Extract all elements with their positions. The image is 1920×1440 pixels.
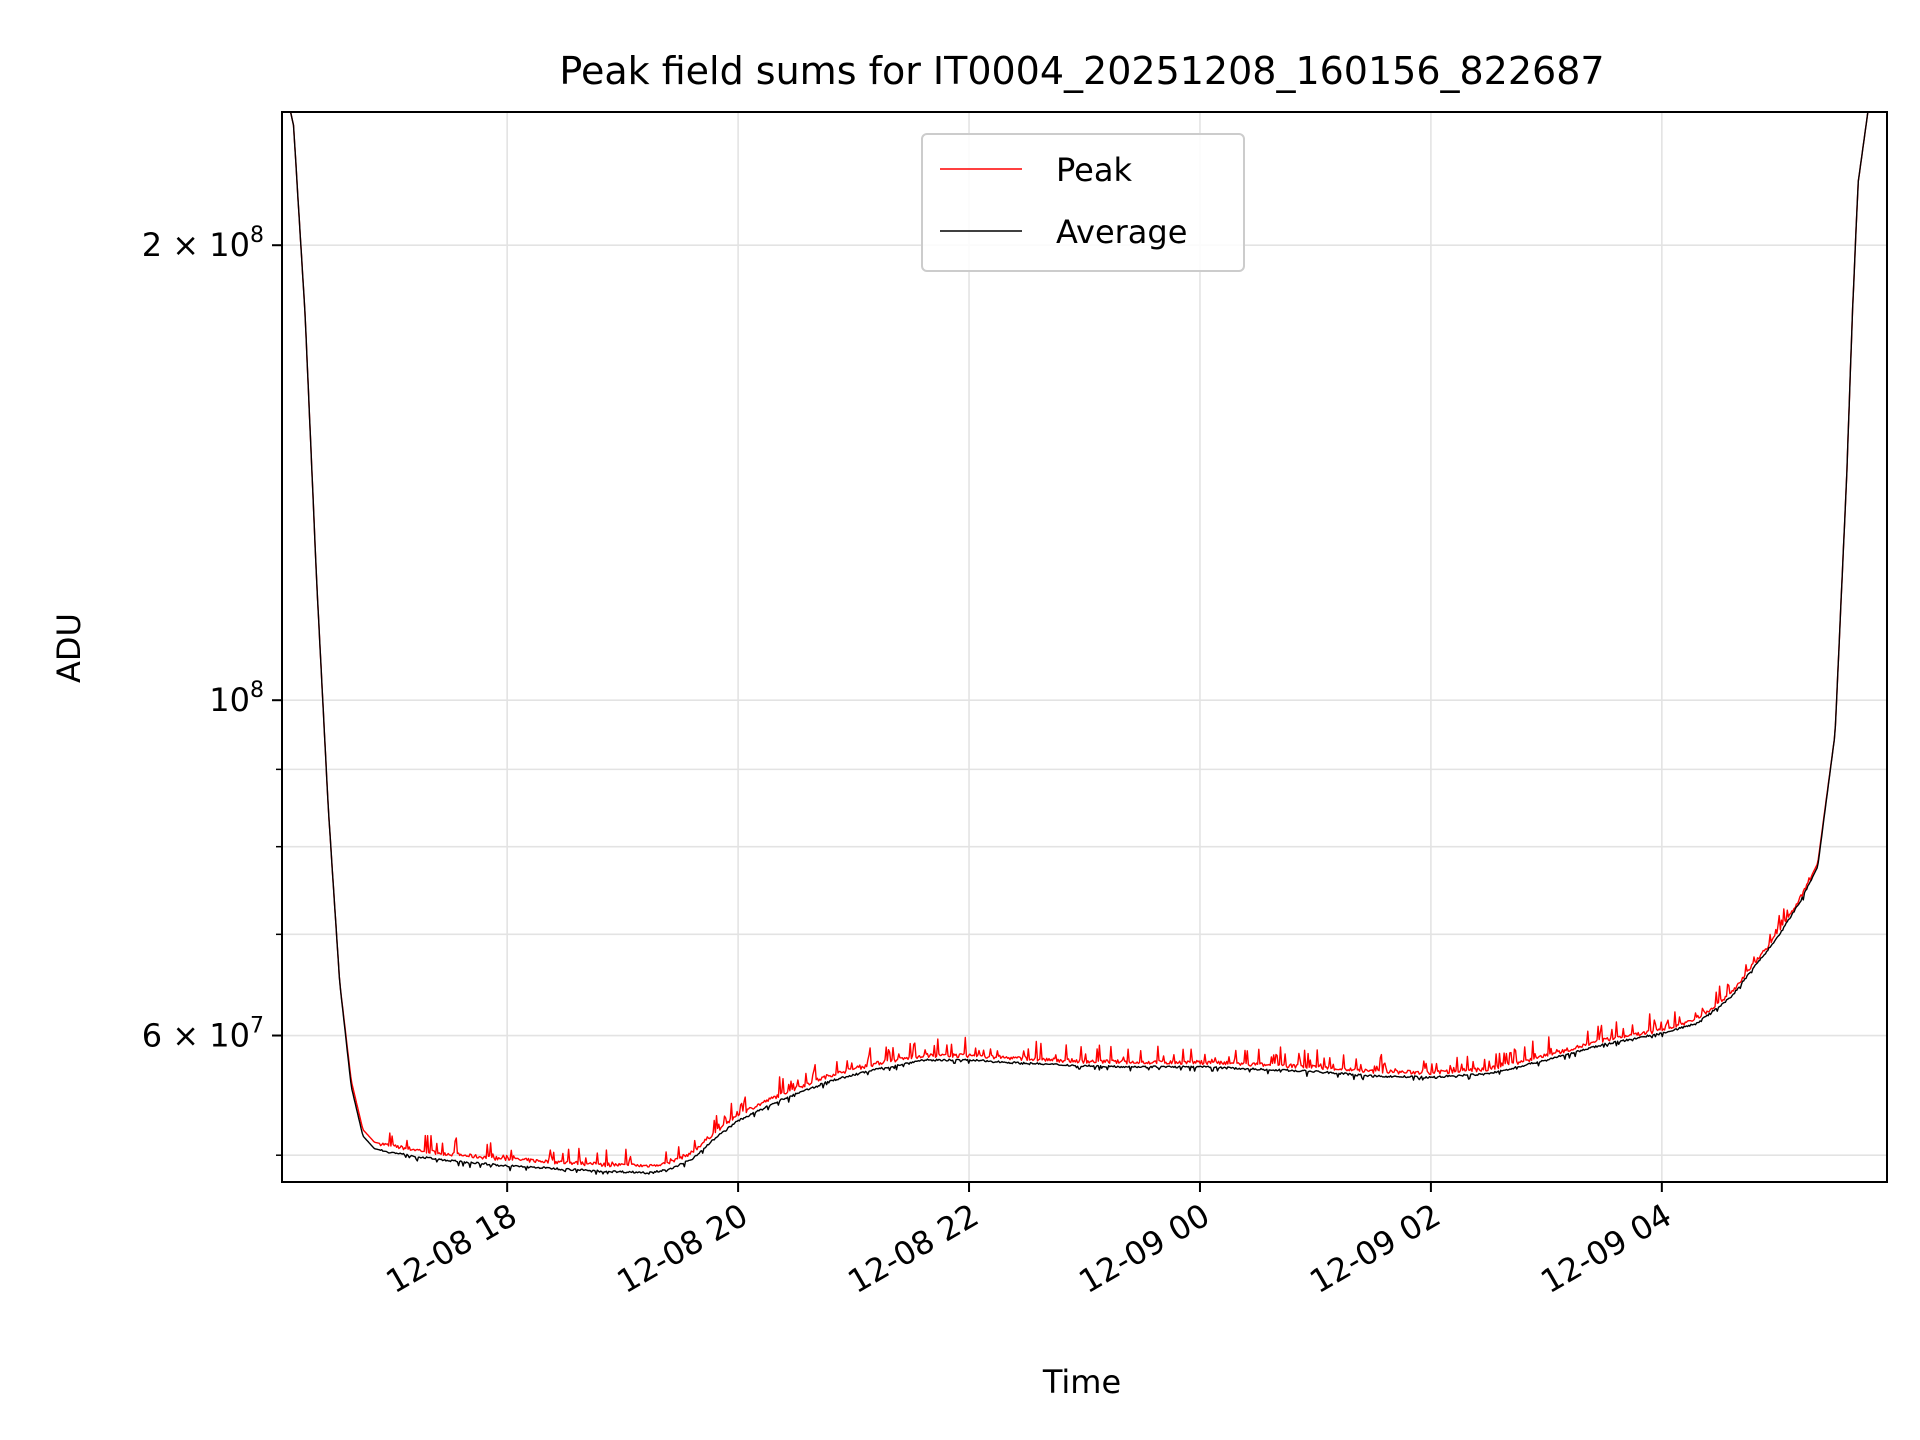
legend-average-label: Average	[1056, 213, 1187, 251]
y-ticks: 6 × 107 108 2 × 108	[142, 223, 282, 1156]
axes-frame	[281, 111, 1888, 1183]
x-axis-label: Time	[1042, 1363, 1121, 1401]
peak-series-line	[289, 112, 1869, 1168]
y-tick-label: 6 × 107	[142, 1014, 264, 1055]
average-series-line	[289, 112, 1869, 1175]
legend: Peak Average	[921, 133, 1245, 272]
y-axis-label: ADU	[50, 613, 88, 683]
chart-title: Peak field sums for IT0004_20251208_1601…	[559, 49, 1604, 93]
plot-area	[289, 112, 1869, 1175]
y-tick-label: 108	[209, 678, 264, 719]
y-tick-label: 2 × 108	[142, 223, 264, 264]
grid-lines	[282, 112, 1887, 1182]
legend-peak-label: Peak	[1056, 151, 1132, 189]
